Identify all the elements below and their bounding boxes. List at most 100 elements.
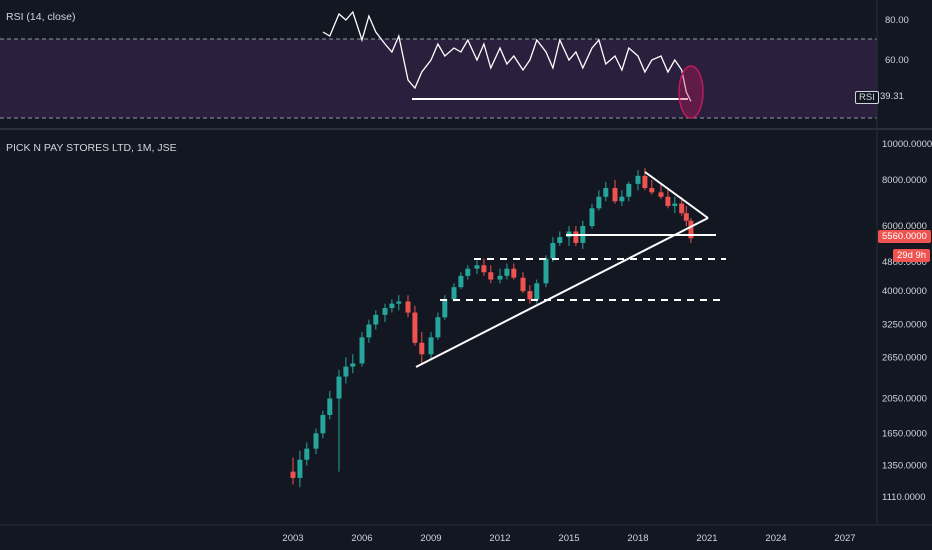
candle[interactable] [481, 258, 487, 276]
candle-body [396, 301, 402, 304]
candle[interactable] [683, 205, 689, 227]
candle[interactable] [382, 303, 388, 323]
candle[interactable] [672, 196, 678, 214]
candle[interactable] [649, 179, 655, 195]
candle-body [672, 203, 678, 206]
candle[interactable] [642, 168, 648, 191]
candle[interactable] [366, 319, 372, 343]
candle-body [336, 376, 342, 399]
candle[interactable] [665, 188, 671, 209]
candle[interactable] [350, 354, 356, 374]
price-pane-title[interactable]: PICK N PAY STORES LTD, 1M, JSE [6, 142, 177, 154]
candle[interactable] [497, 268, 503, 284]
candle-body [596, 196, 602, 209]
candle-body [543, 258, 549, 284]
price-axis-tick: 1110.0000 [882, 492, 926, 503]
candle-body [327, 398, 333, 415]
candle[interactable] [596, 190, 602, 211]
price-axis-tick: 4000.0000 [882, 286, 927, 297]
rsi-value-tag: 39.31 [880, 91, 904, 102]
time-axis-tick: 2015 [558, 533, 579, 544]
rsi-band [0, 39, 877, 118]
candle-body [497, 275, 503, 280]
candle[interactable] [619, 190, 625, 206]
candle[interactable] [488, 265, 494, 284]
candle[interactable] [557, 231, 563, 246]
candle-body [290, 471, 296, 478]
time-axis-tick: 2009 [420, 533, 441, 544]
candle[interactable] [511, 263, 517, 280]
candle-body [550, 242, 556, 259]
candle[interactable] [412, 305, 418, 346]
candle-body [488, 272, 494, 280]
candle[interactable] [527, 285, 533, 304]
candle-body [320, 414, 326, 434]
bar-countdown-tag: 29d 9h [893, 249, 931, 262]
candle[interactable] [405, 295, 411, 318]
candle-body [405, 301, 411, 313]
candle[interactable] [290, 457, 296, 485]
candle-body [465, 268, 471, 276]
candle-body [350, 363, 356, 367]
candle[interactable] [550, 237, 556, 262]
candle-body [297, 459, 303, 478]
candle[interactable] [626, 181, 632, 202]
rsi-axis-tick: 60.00 [885, 55, 909, 66]
candle[interactable] [297, 450, 303, 488]
candle[interactable] [612, 179, 618, 204]
rsi-label-tag: RSI [855, 91, 879, 104]
candle-body [419, 342, 425, 355]
candle[interactable] [396, 295, 402, 311]
candle[interactable] [343, 357, 349, 384]
candle[interactable] [359, 332, 365, 367]
candle[interactable] [589, 203, 595, 229]
price-axis-tick: 2050.0000 [882, 393, 927, 404]
candle[interactable] [304, 442, 310, 466]
candle[interactable] [313, 428, 319, 455]
time-axis-tick: 2018 [627, 533, 648, 544]
candle[interactable] [320, 410, 326, 439]
candle-body [373, 314, 379, 325]
candle[interactable] [658, 183, 664, 199]
candle[interactable] [327, 390, 333, 420]
candle-body [304, 448, 310, 460]
candle[interactable] [451, 283, 457, 302]
price-axis-tick: 1350.0000 [882, 461, 927, 472]
rsi-axis-tick: 80.00 [885, 15, 909, 26]
candle[interactable] [465, 265, 471, 280]
candle[interactable] [504, 263, 510, 280]
candle[interactable] [435, 312, 441, 341]
candle[interactable] [389, 299, 395, 313]
candle[interactable] [458, 272, 464, 290]
candle[interactable] [419, 332, 425, 364]
time-axis-tick: 2012 [489, 533, 510, 544]
candle-body [619, 196, 625, 202]
candle-body [511, 268, 517, 278]
candle-body [635, 175, 641, 184]
candle[interactable] [603, 181, 609, 202]
candle-body [442, 299, 448, 318]
candle-body [626, 183, 632, 197]
rsi-line [322, 10, 692, 102]
candle[interactable] [474, 260, 480, 275]
candle-body [389, 303, 395, 309]
candle[interactable] [520, 272, 526, 294]
candle[interactable] [442, 295, 448, 320]
price-axis-tick: 4800.0000 [882, 257, 927, 268]
time-axis-tick: 2003 [282, 533, 303, 544]
candle[interactable] [635, 170, 641, 191]
rsi-title[interactable]: RSI (14, close) [6, 11, 76, 23]
candle-body [382, 308, 388, 315]
candle[interactable] [543, 255, 549, 288]
candle[interactable] [688, 218, 694, 243]
candle[interactable] [373, 310, 379, 330]
candle[interactable] [336, 369, 342, 472]
candle-body [688, 220, 694, 239]
rsi-pane: 80.00 60.00 [0, 10, 909, 119]
candle-body [649, 188, 655, 193]
candle-body [658, 192, 664, 197]
candle-body [474, 265, 480, 269]
candle-body [527, 291, 533, 300]
candle[interactable] [428, 332, 434, 361]
